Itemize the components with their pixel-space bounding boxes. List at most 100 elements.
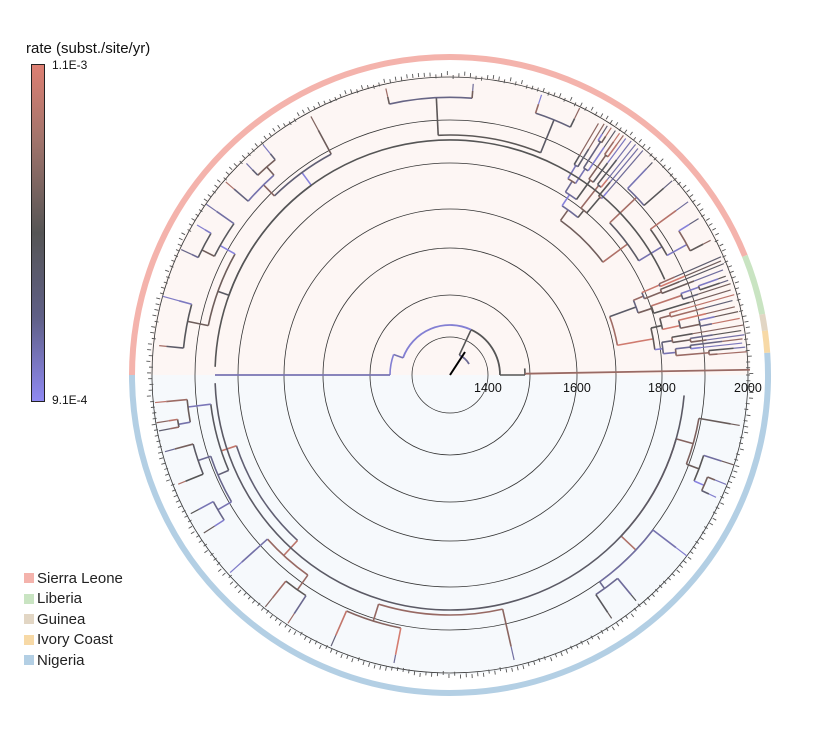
tip-tick [744, 320, 749, 323]
tree-branch [214, 383, 685, 611]
tree-branch [714, 479, 727, 485]
tip-tick [188, 525, 193, 529]
tip-tick [277, 124, 281, 129]
tip-tick [554, 653, 558, 658]
tree-branch [393, 654, 397, 664]
tip-tick [383, 78, 386, 83]
time-tick-label: 2000 [734, 381, 762, 395]
tree-branch [567, 165, 577, 180]
tip-tick [615, 122, 619, 126]
tree-branch [646, 162, 653, 170]
legend-label: Ivory Coast [37, 631, 113, 649]
tree-branch [678, 312, 707, 322]
tree-branch [730, 423, 740, 427]
tree-branch [651, 294, 682, 307]
tree-branch [262, 144, 271, 155]
tip-tick [214, 184, 218, 188]
tree-branch [204, 228, 212, 234]
tree-branch [605, 127, 612, 137]
tip-tick [257, 602, 261, 607]
tip-tick [243, 592, 247, 596]
tip-tick [736, 298, 741, 301]
tip-tick [152, 412, 157, 414]
tip-tick [173, 494, 178, 498]
tree-branch [679, 263, 725, 283]
tip-tick [204, 550, 208, 554]
tip-tick [203, 198, 208, 202]
tip-tick [696, 203, 701, 207]
tree-branch [214, 139, 666, 367]
tip-tick [712, 517, 717, 521]
tree-branch [606, 143, 637, 181]
tip-tick [296, 112, 300, 117]
tip-tick [488, 669, 490, 674]
tip-tick [560, 652, 563, 657]
tip-tick [671, 572, 675, 577]
tip-tick [335, 650, 338, 655]
tree-branch [588, 154, 607, 180]
tip-tick [188, 223, 193, 227]
tip-tick [494, 670, 496, 675]
tree-branch [689, 289, 731, 303]
tree-branch [620, 535, 637, 551]
tip-tick [605, 115, 609, 120]
tip-tick [212, 190, 216, 194]
tree-branch [378, 603, 503, 616]
tree-branch [586, 196, 601, 214]
tip-tick [686, 189, 691, 193]
tree-branch [609, 222, 640, 262]
tree-branch [229, 561, 243, 574]
tip-tick [624, 129, 628, 134]
tip-tick [299, 631, 303, 636]
tree-branch [659, 289, 663, 294]
tip-tick [272, 128, 276, 132]
tip-tick [679, 564, 684, 568]
tree-branch [225, 181, 235, 190]
tree-branch [293, 595, 307, 615]
tip-tick [344, 90, 347, 95]
rate-colorbar [31, 64, 45, 402]
tip-tick [217, 568, 222, 572]
tip-tick [667, 576, 671, 581]
tree-branch [712, 329, 742, 336]
tip-tick [177, 243, 182, 247]
tip-tick [356, 89, 359, 94]
tip-tick [394, 76, 397, 81]
tip-tick [605, 627, 609, 632]
tip-tick [646, 596, 651, 601]
tree-branch [174, 443, 194, 450]
tip-tick [514, 81, 517, 86]
tree-branch [162, 295, 180, 302]
tip-tick [178, 237, 183, 241]
tip-tick [187, 229, 192, 232]
tree-branch [676, 351, 710, 357]
tree-branch [627, 168, 648, 189]
tip-tick [705, 217, 710, 221]
tip-tick [570, 645, 573, 650]
tip-tick [172, 489, 177, 492]
tip-tick [745, 326, 750, 329]
tree-branch [372, 603, 380, 622]
tree-branch [203, 525, 215, 534]
tree-branch [708, 493, 717, 498]
tree-branch [574, 168, 586, 184]
tip-tick [653, 156, 657, 161]
tree-branch [659, 275, 686, 288]
tip-tick [509, 77, 512, 82]
legend-item: Ivory Coast [24, 630, 123, 651]
tip-tick [521, 80, 523, 85]
tree-branch [580, 184, 600, 209]
tip-tick [563, 97, 566, 102]
tree-branch [674, 256, 722, 278]
tree-branch [269, 153, 276, 161]
tip-tick [360, 85, 364, 90]
tip-tick [701, 214, 705, 218]
tip-tick [391, 666, 393, 671]
tree-branch [393, 353, 404, 359]
tip-tick [334, 96, 337, 101]
legend-label: Sierra Leone [37, 569, 123, 587]
tip-tick [152, 314, 157, 317]
tip-tick [527, 662, 530, 667]
tip-tick [649, 153, 653, 157]
tip-tick [701, 531, 706, 535]
